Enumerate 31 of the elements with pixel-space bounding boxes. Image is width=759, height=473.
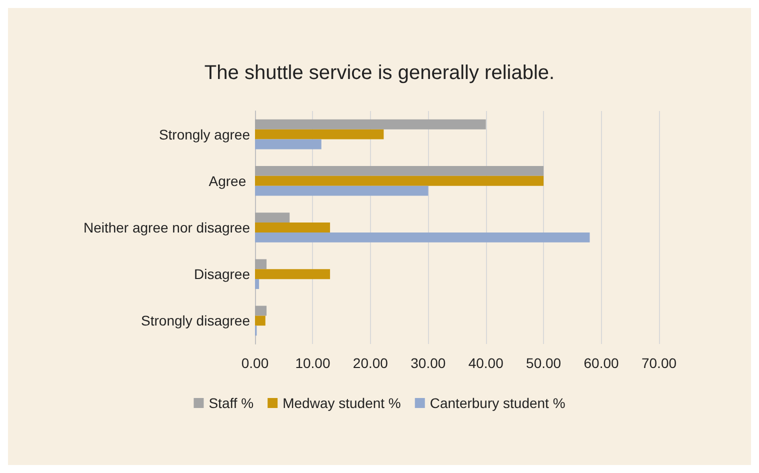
bar <box>255 139 322 150</box>
x-tick-label: 40.00 <box>468 355 504 371</box>
y-tick-label: Neither agree nor disagree <box>83 220 250 236</box>
x-tick-label: 10.00 <box>295 355 330 371</box>
bar <box>255 166 544 176</box>
y-tick-label: Strongly disagree <box>141 312 250 329</box>
legend-label: Canterbury student % <box>430 395 566 411</box>
x-tick-label: 20.00 <box>352 355 388 371</box>
x-tick-label: 0.00 <box>241 355 269 371</box>
y-tick-label: Agree <box>208 172 250 189</box>
x-tick-label: 50.00 <box>526 355 562 371</box>
bar <box>255 129 384 140</box>
y-tick-label: Disagree <box>194 266 250 282</box>
bar <box>255 232 590 242</box>
bar <box>255 279 260 290</box>
bar <box>255 119 486 130</box>
y-tick-label: Strongly agree <box>158 126 250 142</box>
bar <box>255 316 266 326</box>
bar <box>255 306 267 316</box>
x-tick-label: 70.00 <box>641 355 677 371</box>
bar <box>255 212 290 223</box>
bar <box>255 269 330 280</box>
bar <box>255 222 330 232</box>
legend-label: Medway student % <box>282 395 401 411</box>
chart-title: The shuttle service is generally reliable. <box>204 62 555 84</box>
bar <box>255 186 428 196</box>
bar <box>255 176 544 186</box>
legend-label: Staff % <box>208 395 254 411</box>
x-tick-label: 60.00 <box>584 355 620 371</box>
bar <box>255 259 267 270</box>
x-tick-label: 30.00 <box>410 355 446 371</box>
